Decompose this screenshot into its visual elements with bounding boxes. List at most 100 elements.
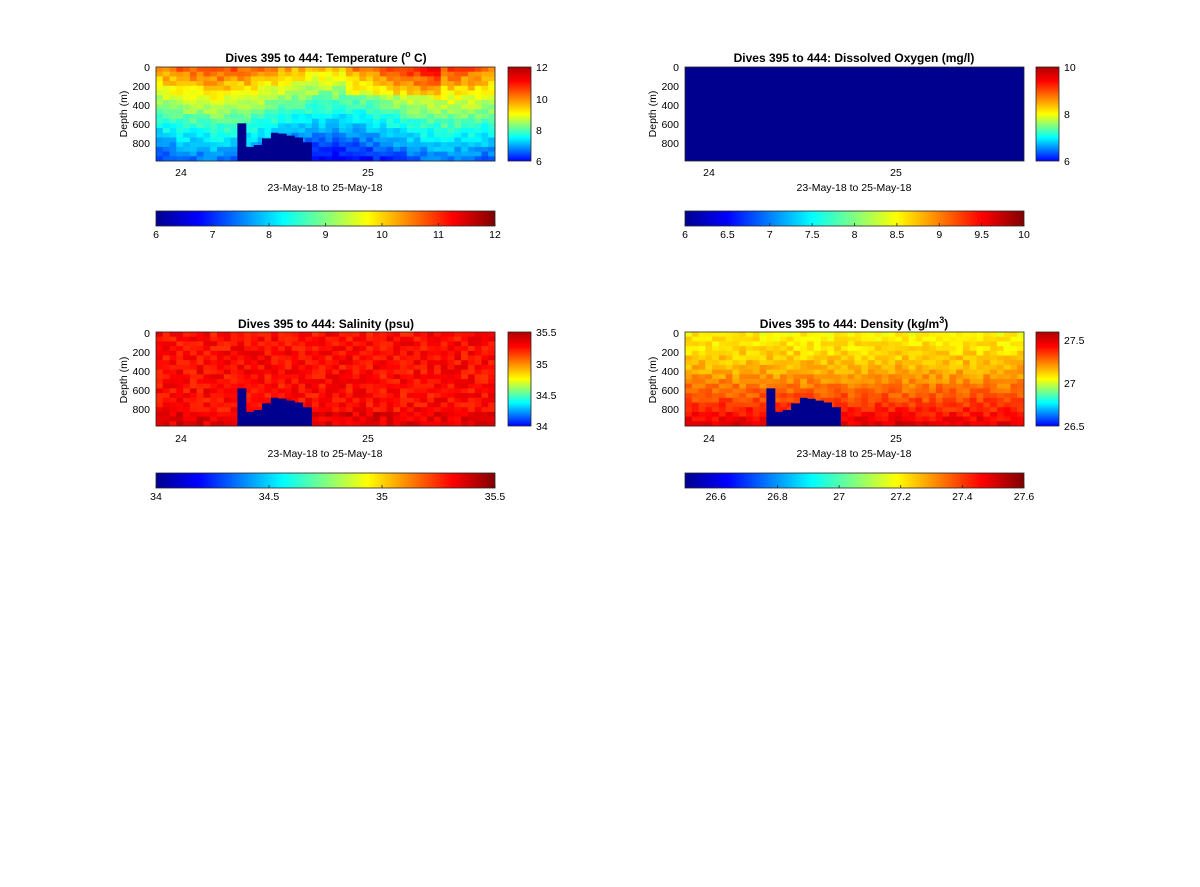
heatmap-cell xyxy=(332,350,340,356)
heatmap-cell xyxy=(291,369,299,375)
heatmap-cell xyxy=(325,142,333,148)
heatmap-cell xyxy=(1003,369,1011,375)
heatmap-cell xyxy=(325,379,333,385)
heatmap-cell xyxy=(291,95,299,101)
heatmap-cell xyxy=(461,95,469,101)
heatmap-cell xyxy=(318,95,326,101)
heatmap-cell xyxy=(264,346,272,352)
heatmap-cell xyxy=(454,369,462,375)
heatmap-cell xyxy=(230,137,238,143)
heatmap-cell xyxy=(332,118,340,124)
heatmap-cell xyxy=(800,355,808,361)
heatmap-cell xyxy=(935,411,944,417)
heatmap-cell xyxy=(915,355,923,361)
heatmap-cell xyxy=(352,104,360,110)
heatmap-cell xyxy=(888,407,896,413)
heatmap-cell xyxy=(807,336,815,342)
heatmap-cell xyxy=(183,360,191,366)
heatmap-cell xyxy=(217,336,225,342)
heatmap-cell xyxy=(196,411,204,417)
heatmap-cell xyxy=(217,109,225,115)
heatmap-cell xyxy=(433,364,442,370)
heatmap-cell xyxy=(732,336,740,342)
heatmap-cell xyxy=(156,156,164,162)
heatmap-cell xyxy=(956,360,964,366)
heatmap-cell xyxy=(481,99,489,105)
heatmap-cell xyxy=(433,332,442,338)
heatmap-cell xyxy=(990,341,998,347)
heatmap-cell xyxy=(488,416,496,422)
heatmap-cell xyxy=(732,332,740,338)
heatmap-cell xyxy=(183,151,191,157)
heatmap-cell xyxy=(210,379,218,385)
heatmap-cell xyxy=(393,67,401,73)
heatmap-cell xyxy=(996,407,1005,413)
y-tick-label: 800 xyxy=(132,138,150,150)
heatmap-cell xyxy=(461,360,469,366)
heatmap-cell xyxy=(379,128,387,134)
heatmap-cell xyxy=(223,104,231,110)
heatmap-cell xyxy=(956,411,964,417)
heatmap-cell xyxy=(413,137,421,143)
heatmap-cell xyxy=(976,355,984,361)
heatmap-cell xyxy=(725,379,733,385)
heatmap-cell xyxy=(420,156,428,162)
heatmap-cell xyxy=(718,416,727,422)
heatmap-cell xyxy=(352,90,360,96)
heatmap-cell xyxy=(345,81,354,87)
heatmap-cell xyxy=(1003,374,1011,380)
heatmap-cell xyxy=(372,374,381,380)
heatmap-cell xyxy=(461,383,469,389)
heatmap-cell xyxy=(698,397,706,403)
heatmap-cell xyxy=(176,156,184,162)
heatmap-cell xyxy=(372,402,381,408)
heatmap-cell xyxy=(196,99,204,105)
heatmap-cell xyxy=(461,71,469,77)
heatmap-cell xyxy=(474,379,482,385)
heatmap-cell xyxy=(345,336,354,342)
heatmap-cell xyxy=(345,421,354,427)
heatmap-cell xyxy=(406,76,415,82)
heatmap-cell xyxy=(915,341,923,347)
heatmap-cell xyxy=(345,67,354,73)
heatmap-cell xyxy=(840,350,849,356)
heatmap-cell xyxy=(969,397,977,403)
heatmap-cell xyxy=(813,397,821,403)
heatmap-cell xyxy=(1010,341,1018,347)
heatmap-cell xyxy=(759,332,767,338)
heatmap-cell xyxy=(447,71,455,77)
heatmap-cell xyxy=(210,336,218,342)
heatmap-cell xyxy=(949,416,957,422)
heatmap-cell xyxy=(962,374,971,380)
heatmap-cell xyxy=(956,369,964,375)
heatmap-cell xyxy=(393,95,401,101)
heatmap-cell xyxy=(827,383,835,389)
heatmap-cell xyxy=(278,332,286,338)
heatmap-cell xyxy=(244,132,252,138)
heatmap-cell xyxy=(237,383,245,389)
heatmap-cell xyxy=(420,350,428,356)
colorbar-tick-label: 11 xyxy=(433,229,444,241)
heatmap-cell xyxy=(752,383,760,389)
heatmap-cell xyxy=(352,383,360,389)
heatmap-cell xyxy=(176,411,184,417)
heatmap-cell xyxy=(467,379,476,385)
heatmap-cell xyxy=(311,379,320,385)
heatmap-cell xyxy=(352,118,360,124)
heatmap-cell xyxy=(379,146,387,152)
heatmap-cell xyxy=(718,355,727,361)
heatmap-cell xyxy=(196,156,204,162)
heatmap-cell xyxy=(250,355,259,361)
heatmap-cell xyxy=(440,146,448,152)
heatmap-cell xyxy=(1003,407,1011,413)
heatmap-cell xyxy=(433,146,442,152)
heatmap-cell xyxy=(752,388,760,394)
heatmap-cell xyxy=(454,104,462,110)
heatmap-cell xyxy=(698,346,706,352)
heatmap-cell xyxy=(820,332,828,338)
heatmap-cell xyxy=(298,336,306,342)
heatmap-cell xyxy=(203,346,211,352)
heatmap-cell xyxy=(813,374,821,380)
heatmap-cell xyxy=(217,411,225,417)
heatmap-cell xyxy=(189,383,198,389)
